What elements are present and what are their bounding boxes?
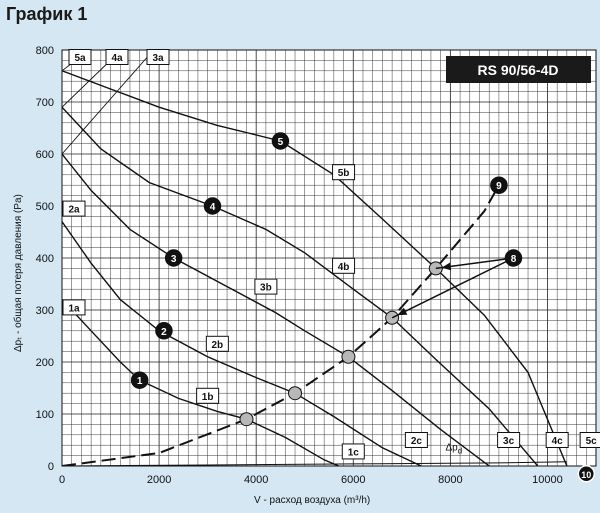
fan-curve-3 [62,153,490,466]
marker-label-2: 2 [161,327,167,338]
operating-point [288,386,303,401]
curve-label-5a: 5a [74,53,86,64]
y-tick-label: 400 [36,253,54,265]
curve-label-2c: 2c [411,436,423,447]
curve-label-4c-box [545,432,569,448]
marker-label-4: 4 [210,202,216,213]
curve-label-4b-box [332,257,356,274]
curve-label-2c-box [404,432,428,448]
marker-label-3: 3 [171,254,177,265]
x-tick-label: 2000 [147,474,171,486]
curve-label-4c: 4c [552,436,564,447]
operating-point [341,349,356,364]
x-tick-label: 6000 [341,474,365,486]
marker-4 [203,197,222,215]
x-tick-label: 0 [59,474,65,486]
model-label: RS 90/56-4D [478,62,559,78]
marker-5 [271,132,290,150]
leader-line-3a [61,53,151,155]
page-title: График 1 [6,4,88,24]
arrow-line [391,257,514,319]
curve-label-4a: 4a [111,53,123,64]
marker-label-9: 9 [496,181,502,192]
fan-curve-1 [62,299,339,466]
system-curve-label: Δpd [446,442,463,455]
curve-label-1c: 1c [348,447,360,458]
y-tick-label: 100 [36,409,54,421]
marker-2 [155,322,173,340]
curve-label-2a-box [62,200,86,217]
marker-10 [577,465,596,483]
curve-label-1b: 1b [202,392,214,403]
curve-label-5c-box [579,432,600,448]
marker-8 [504,249,523,267]
model-box [446,56,591,83]
x-tick-label: 8000 [438,474,462,486]
marker-label-8: 8 [511,254,517,265]
y-axis-label: Δpₜ - общая потеря давления (Pa) [12,194,24,352]
curve-label-1c-box [341,443,365,460]
curve-label-1b-box [196,387,220,404]
curve-label-4b: 4b [338,262,350,273]
x-tick-label: 4000 [244,474,268,486]
grid [62,50,596,466]
fan-curve-2 [62,221,422,466]
curve-label-1a: 1a [68,303,80,314]
y-tick-label: 600 [36,149,54,161]
arrow-head [441,262,452,271]
operating-point [239,412,254,427]
curve-label-2b: 2b [212,340,224,351]
marker-3 [164,249,183,267]
y-tick-label: 300 [36,305,54,317]
y-tick-label: 0 [48,461,54,473]
curve-label-3c: 3c [503,436,515,447]
fan-curve-4 [62,106,539,466]
curve-label-3b: 3b [260,283,272,294]
y-tick-label: 500 [36,201,54,213]
marker-1 [130,371,149,389]
arrow-head [397,307,408,316]
curve-label-5c: 5c [586,436,598,447]
curve-label-5b-box [332,164,356,181]
curve-label-3a-box [146,49,170,65]
curve-label-5a-box [68,49,92,65]
curve-label-1a-box [62,299,86,316]
curve-label-3c-box [497,432,521,448]
dynamic-pressure-curve [62,461,567,466]
x-axis-label: V - расход воздуха (m³/h) [254,495,370,506]
marker-label-5: 5 [278,137,284,148]
curve-label-5b: 5b [338,168,350,179]
marker-label-10: 10 [581,470,591,480]
x-tick-label: 10000 [532,474,563,486]
y-tick-label: 200 [36,357,54,369]
curve-label-4a-box [105,49,129,65]
y-tick-label: 800 [36,45,54,57]
marker-9 [490,176,508,194]
curve-label-3b-box [254,278,278,295]
curve-label-3a: 3a [152,53,164,64]
curve-label-2a: 2a [68,205,80,216]
marker-label-1: 1 [137,376,143,387]
curve-label-2b-box [205,335,229,352]
y-tick-label: 700 [36,97,54,109]
